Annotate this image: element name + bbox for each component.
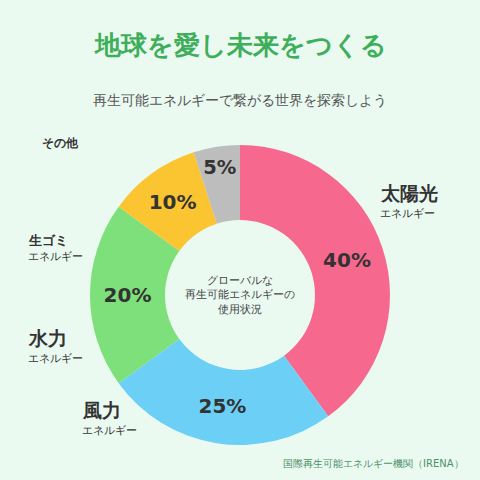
svg-text:再生可能エネルギーで繋がる世界を探索しよう: 再生可能エネルギーで繋がる世界を探索しよう xyxy=(93,92,387,108)
svg-text:エネルギー: エネルギー xyxy=(380,207,435,220)
svg-text:水力: 水力 xyxy=(28,327,67,349)
svg-text:40%: 40% xyxy=(323,248,371,272)
svg-text:地球を愛し未来をつくる: 地球を愛し未来をつくる xyxy=(94,30,387,60)
svg-text:エネルギー: エネルギー xyxy=(28,250,83,263)
svg-text:グローバルな再生可能エネルギーの使用状況: グローバルな再生可能エネルギーの使用状況 xyxy=(185,274,295,316)
svg-text:20%: 20% xyxy=(104,283,152,307)
svg-text:その他: その他 xyxy=(42,136,79,150)
svg-text:エネルギー: エネルギー xyxy=(28,352,83,365)
svg-text:風力: 風力 xyxy=(82,399,121,421)
svg-text:10%: 10% xyxy=(149,190,197,214)
svg-text:5%: 5% xyxy=(203,156,236,179)
svg-text:エネルギー: エネルギー xyxy=(82,424,137,437)
svg-text:国際再生可能エネルギー機関（IRENA）: 国際再生可能エネルギー機関（IRENA） xyxy=(283,458,464,469)
svg-text:25%: 25% xyxy=(198,394,246,418)
svg-text:太陽光: 太陽光 xyxy=(380,182,438,204)
svg-text:生ゴミ: 生ゴミ xyxy=(28,233,68,248)
